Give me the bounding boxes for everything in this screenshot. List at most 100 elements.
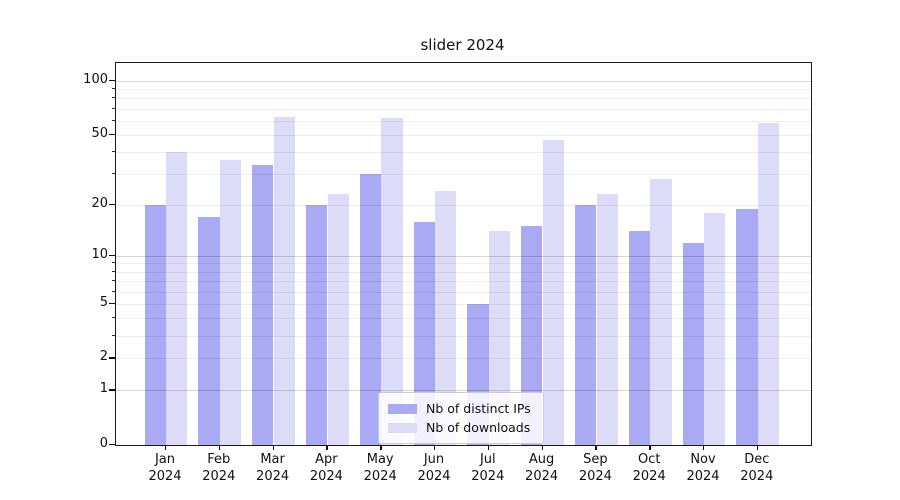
gridline-70 bbox=[116, 108, 811, 110]
y-minor-tick-mark-30 bbox=[111, 173, 115, 175]
x-tick-mark-apr bbox=[326, 445, 328, 450]
gridline-20 bbox=[116, 204, 811, 206]
y-tick-mark-50 bbox=[109, 133, 115, 136]
x-tick-label-year: 2024 bbox=[256, 468, 290, 484]
y-minor-tick-mark-7 bbox=[111, 279, 115, 281]
bar-downloads-nov bbox=[704, 212, 726, 445]
x-tick-mark-may bbox=[380, 445, 382, 450]
plot-area bbox=[115, 62, 812, 446]
y-tick-label-10: 10 bbox=[91, 246, 108, 262]
x-tick-label-year: 2024 bbox=[363, 468, 397, 484]
y-minor-tick-mark-90 bbox=[111, 88, 115, 90]
y-tick-mark-1 bbox=[109, 389, 115, 391]
bar-downloads-may bbox=[381, 118, 403, 445]
y-tick-label-0: 0 bbox=[99, 436, 108, 451]
x-tick-label-jan: Jan 2024 bbox=[135, 452, 195, 485]
bar-distinct-ips-feb bbox=[198, 217, 220, 445]
legend-item-downloads: Nb of downloads bbox=[388, 418, 535, 437]
y-minor-tick-mark-9 bbox=[111, 262, 115, 264]
bar-distinct-ips-may bbox=[359, 174, 381, 445]
bar-downloads-dec bbox=[758, 123, 780, 445]
bar-downloads-jan bbox=[166, 152, 188, 445]
bar-distinct-ips-apr bbox=[305, 204, 328, 445]
gridline-40 bbox=[116, 152, 811, 154]
x-tick-label-year: 2024 bbox=[471, 468, 505, 484]
x-tick-mark-sep bbox=[595, 445, 597, 450]
y-minor-tick-mark-40 bbox=[111, 151, 115, 153]
legend-label-distinct-ips: Nb of distinct IPs bbox=[426, 401, 531, 416]
y-tick-label-50: 50 bbox=[91, 125, 108, 141]
bar-downloads-jun bbox=[435, 191, 457, 445]
y-tick-mark-5 bbox=[109, 302, 115, 305]
x-tick-label-feb: Feb 2024 bbox=[189, 452, 249, 485]
x-tick-label-year: 2024 bbox=[148, 468, 182, 484]
y-tick-mark-10 bbox=[109, 254, 115, 257]
legend-swatch-downloads bbox=[388, 422, 417, 433]
x-tick-mark-dec bbox=[756, 445, 759, 450]
x-tick-label-oct: Oct 2024 bbox=[619, 452, 679, 485]
bar-distinct-ips-dec bbox=[736, 208, 758, 445]
gridline-3 bbox=[116, 335, 811, 337]
y-minor-tick-mark-3 bbox=[111, 334, 115, 336]
gridline-100 bbox=[116, 81, 811, 82]
bar-distinct-ips-aug bbox=[521, 226, 543, 445]
y-minor-tick-mark-6 bbox=[111, 290, 115, 292]
gridline-1 bbox=[116, 390, 811, 392]
legend-swatch-distinct-ips bbox=[388, 403, 417, 414]
y-tick-mark-2 bbox=[109, 357, 115, 359]
x-tick-label-year: 2024 bbox=[417, 468, 451, 484]
x-tick-mark-jun bbox=[434, 445, 436, 450]
x-tick-label-year: 2024 bbox=[309, 468, 343, 484]
legend-label-downloads: Nb of downloads bbox=[426, 420, 531, 435]
bar-downloads-sep bbox=[596, 194, 618, 445]
y-tick-label-1: 1 bbox=[99, 381, 108, 397]
x-tick-label-year: 2024 bbox=[202, 468, 236, 484]
gridline-30 bbox=[116, 174, 811, 176]
x-tick-mark-nov bbox=[703, 445, 705, 450]
y-minor-tick-mark-80 bbox=[111, 97, 115, 99]
gridline-6 bbox=[116, 291, 811, 293]
gridline-4 bbox=[116, 318, 811, 320]
chart-title: slider 2024 bbox=[420, 36, 505, 54]
gridline-8 bbox=[116, 271, 811, 273]
x-tick-label-jul: Jul 2024 bbox=[458, 452, 518, 485]
bar-distinct-ips-oct bbox=[628, 231, 650, 445]
y-tick-mark-100 bbox=[109, 80, 115, 82]
bar-downloads-oct bbox=[650, 179, 672, 445]
gridline-90 bbox=[116, 89, 811, 91]
x-tick-mark-jul bbox=[487, 445, 490, 450]
bar-distinct-ips-jun bbox=[413, 221, 435, 445]
gridline-9 bbox=[116, 263, 811, 265]
legend: Nb of distinct IPs Nb of downloads bbox=[378, 392, 544, 444]
bar-distinct-ips-sep bbox=[574, 204, 597, 445]
x-tick-label-year: 2024 bbox=[578, 468, 612, 484]
y-minor-tick-mark-8 bbox=[111, 270, 115, 272]
bar-downloads-apr bbox=[327, 194, 349, 445]
y-minor-tick-mark-70 bbox=[111, 107, 115, 109]
bars-layer bbox=[116, 63, 811, 445]
y-tick-label-20: 20 bbox=[91, 195, 108, 211]
x-tick-label-may: May 2024 bbox=[350, 452, 410, 485]
x-tick-label-mar: Mar 2024 bbox=[243, 452, 303, 485]
x-tick-mark-mar bbox=[272, 445, 274, 450]
x-tick-label-year: 2024 bbox=[525, 468, 559, 484]
x-tick-label-year: 2024 bbox=[686, 468, 720, 484]
bar-downloads-mar bbox=[273, 116, 296, 445]
y-tick-label-2: 2 bbox=[99, 349, 108, 365]
x-tick-label-apr: Apr 2024 bbox=[296, 452, 356, 485]
bar-distinct-ips-nov bbox=[682, 242, 704, 445]
y-minor-tick-mark-60 bbox=[111, 119, 115, 121]
x-tick-mark-oct bbox=[649, 445, 651, 450]
y-tick-mark-0 bbox=[109, 444, 115, 446]
bar-downloads-feb bbox=[220, 160, 242, 445]
y-tick-mark-20 bbox=[109, 203, 115, 206]
bar-downloads-aug bbox=[542, 139, 565, 445]
gridline-60 bbox=[116, 120, 811, 122]
x-tick-mark-jan bbox=[165, 445, 167, 450]
gridline-10 bbox=[116, 255, 811, 257]
x-tick-label-nov: Nov 2024 bbox=[673, 452, 733, 485]
gridline-80 bbox=[116, 98, 811, 100]
gridline-2 bbox=[116, 358, 811, 360]
